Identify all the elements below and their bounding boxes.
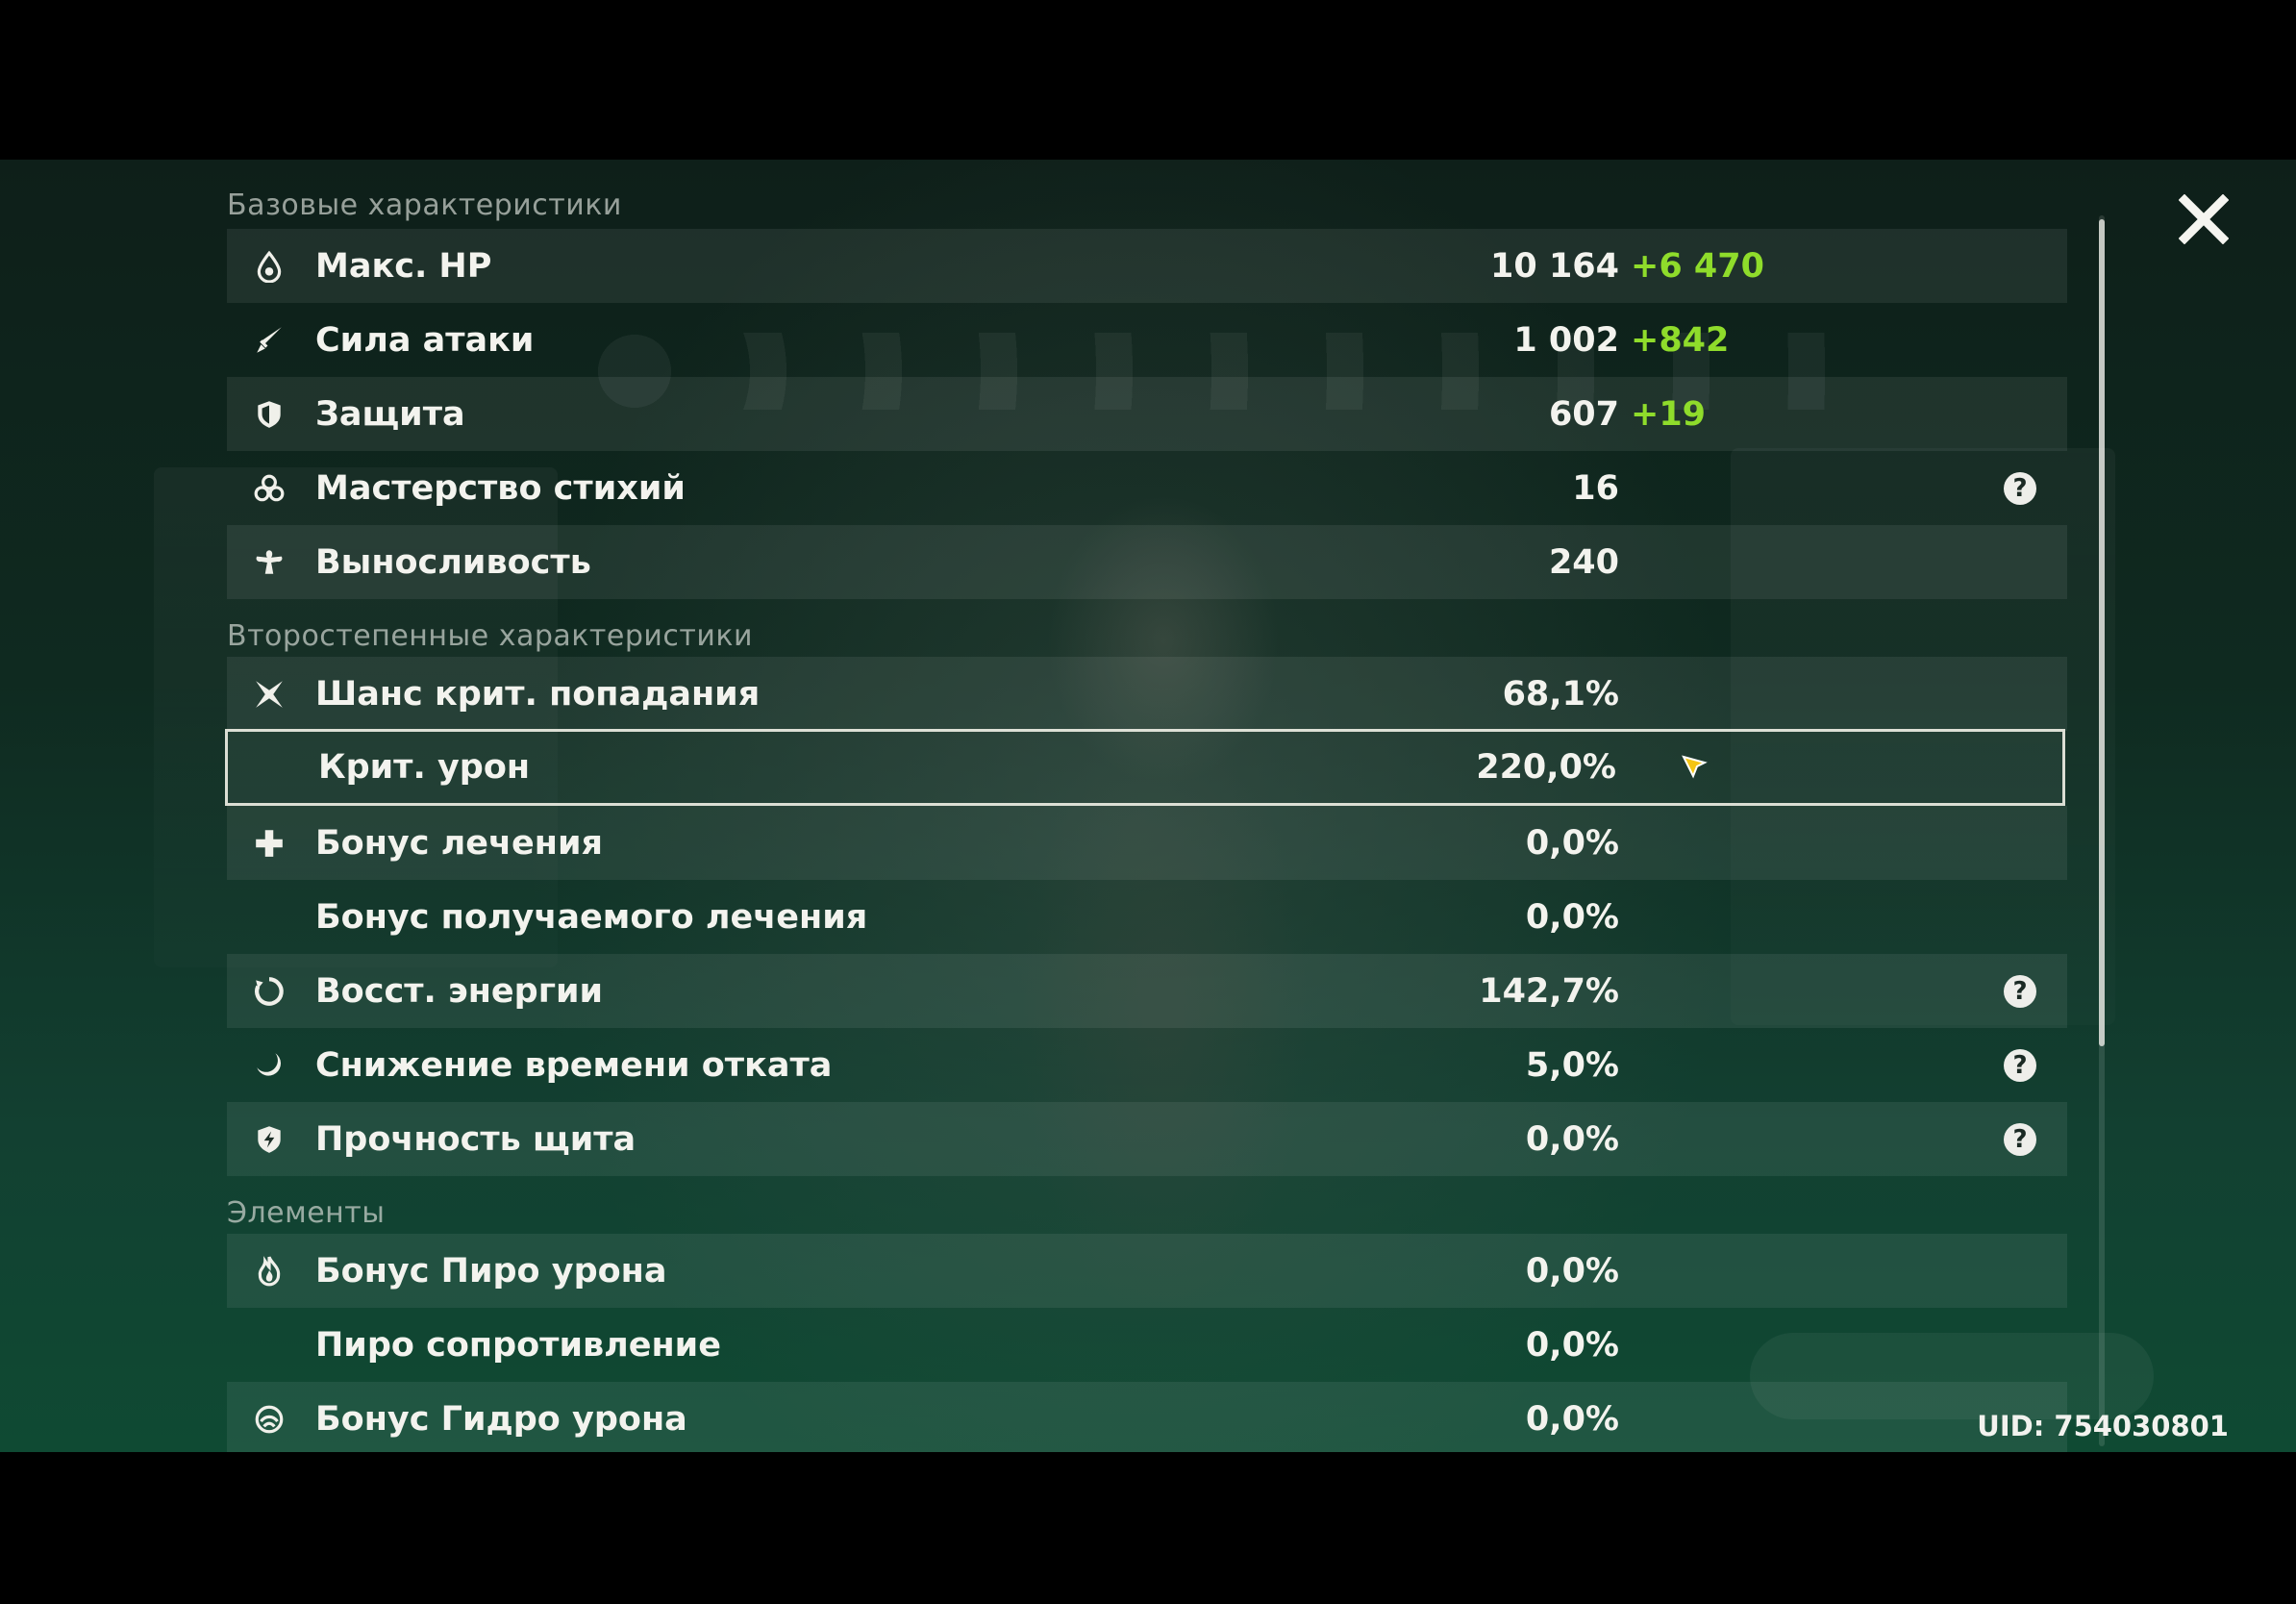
secondary-stats-title: Второстепенные характеристики [227,619,753,653]
stat-label: Снижение времени отката [315,1045,833,1085]
crit-rate-icon [252,677,287,712]
stat-value: 0,0% [1525,1251,1619,1291]
stat-value: 240 [1548,542,1619,582]
stat-value: 0,0% [1525,1399,1619,1439]
game-screen: Базовые характеристики Макс. HP 10 164 +… [0,160,2296,1452]
elemental-mastery-icon [252,471,287,506]
stat-value: 1 002 [1513,320,1619,360]
stat-row-elemental-mastery[interactable]: Мастерство стихий 16 ? [227,451,2067,525]
stat-bonus: +19 [1631,394,1707,434]
shield-strength-icon [252,1122,287,1157]
close-icon [2178,193,2230,245]
stat-label: Пиро сопротивление [315,1325,721,1365]
stat-row-stamina[interactable]: Выносливость 240 [227,525,2067,599]
stat-value: 0,0% [1525,897,1619,937]
sword-icon [252,323,287,358]
help-icon[interactable]: ? [2004,1122,2036,1156]
help-icon[interactable]: ? [2004,974,2036,1008]
stat-row-crit-damage[interactable]: Крит. урон 220,0% [225,729,2065,806]
stat-row-shield-strength[interactable]: Прочность щита 0,0% ? [227,1102,2067,1176]
stat-row-defense[interactable]: Защита 607 +19 [227,377,2067,451]
stat-value: 5,0% [1525,1045,1619,1085]
stat-label: Бонус лечения [315,823,603,863]
stat-label: Прочность щита [315,1119,636,1159]
stat-label: Бонус Гидро урона [315,1399,687,1439]
stat-bonus: +842 [1631,320,1730,360]
stat-label: Защита [315,394,465,434]
stat-row-max-hp[interactable]: Макс. HP 10 164 +6 470 [227,229,2067,303]
close-button[interactable] [2178,193,2230,245]
stat-row-hydro-bonus[interactable]: Бонус Гидро урона 0,0% [227,1382,2067,1452]
shield-icon [252,397,287,432]
stat-value: 0,0% [1525,1325,1619,1365]
hydro-icon [252,1402,287,1437]
cooldown-icon [252,1048,287,1083]
stat-value: 10 164 [1490,246,1619,286]
stat-value: 607 [1548,394,1619,434]
stat-value: 142,7% [1479,971,1619,1011]
stat-row-healing-bonus[interactable]: Бонус лечения 0,0% [227,806,2067,880]
stat-label: Бонус Пиро урона [315,1251,667,1291]
stat-value: 68,1% [1502,674,1619,714]
stat-row-pyro-bonus[interactable]: Бонус Пиро урона 0,0% [227,1234,2067,1308]
pyro-icon [252,1254,287,1289]
hp-drop-icon [252,249,287,284]
stat-label: Сила атаки [315,320,535,360]
player-uid: UID: 754030801 [1977,1410,2229,1442]
stat-label: Восст. энергии [315,971,604,1011]
stat-label: Шанс крит. попадания [315,674,761,714]
stat-label: Бонус получаемого лечения [315,897,868,937]
base-stats-title: Базовые характеристики [227,188,622,222]
stat-value: 220,0% [1476,748,1616,787]
stat-row-energy-recharge[interactable]: Восст. энергии 142,7% ? [227,954,2067,1028]
stat-label: Крит. урон [318,748,531,787]
healing-cross-icon [252,826,287,861]
energy-recharge-icon [252,974,287,1009]
stat-value: 0,0% [1525,823,1619,863]
elements-title: Элементы [227,1196,386,1230]
stat-label: Макс. HP [315,246,492,286]
stat-row-pyro-resistance[interactable]: Пиро сопротивление 0,0% [227,1308,2067,1382]
stat-value: 0,0% [1525,1119,1619,1159]
stat-row-cooldown-reduction[interactable]: Снижение времени отката 5,0% ? [227,1028,2067,1102]
stat-label: Выносливость [315,542,591,582]
attributes-panel: Базовые характеристики Макс. HP 10 164 +… [225,160,2067,1452]
stat-label: Мастерство стихий [315,468,686,508]
stamina-icon [252,545,287,580]
stat-row-attack[interactable]: Сила атаки 1 002 +842 [227,303,2067,377]
help-icon[interactable]: ? [2004,1048,2036,1082]
stat-row-crit-rate[interactable]: Шанс крит. попадания 68,1% [227,657,2067,731]
cursor-icon [1680,753,1709,782]
stat-value: 16 [1572,468,1619,508]
help-icon[interactable]: ? [2004,471,2036,505]
stat-row-incoming-healing[interactable]: Бонус получаемого лечения 0,0% [227,880,2067,954]
stat-bonus: +6 470 [1631,246,1764,286]
scrollbar-thumb[interactable] [2099,219,2105,1046]
